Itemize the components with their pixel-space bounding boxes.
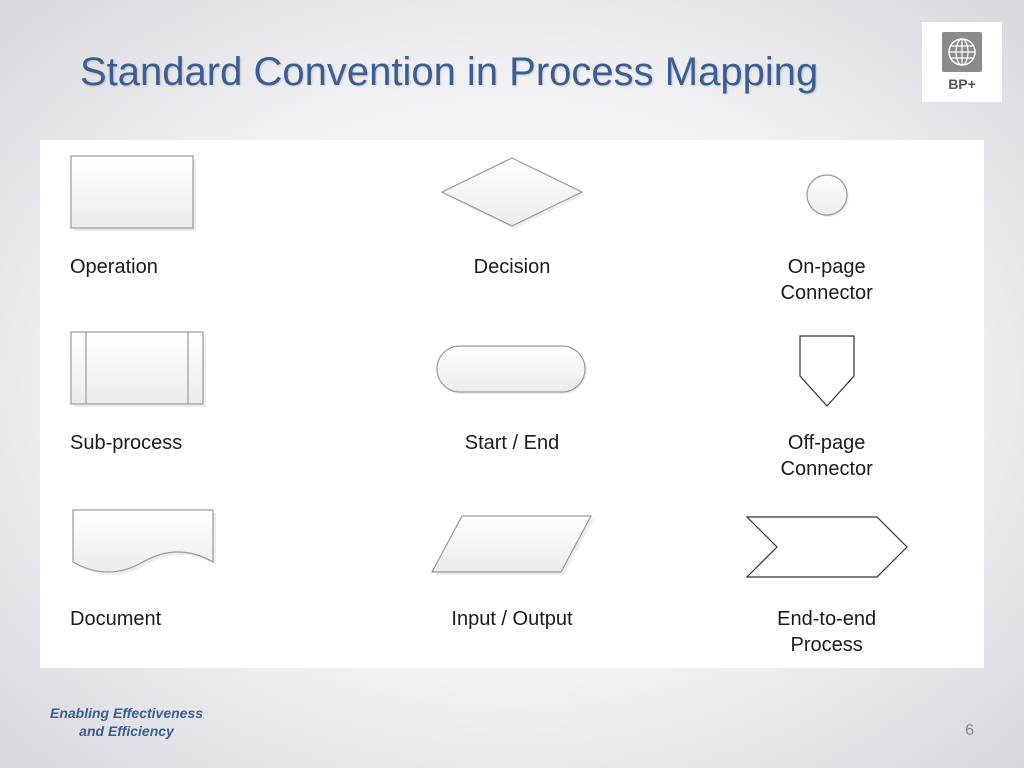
io-shape [427, 502, 597, 592]
shapes-grid: Operation Decision On-pageConnector [40, 140, 984, 668]
page-number: 6 [965, 722, 974, 740]
startend-label: Start / End [465, 430, 560, 456]
tagline: Enabling Effectiveness and Efficiency [50, 704, 203, 740]
offpage-label: Off-pageConnector [781, 430, 873, 482]
content-area: Operation Decision On-pageConnector [40, 140, 984, 668]
offpage-shape [792, 326, 862, 416]
cell-offpage: Off-pageConnector [669, 316, 984, 492]
subprocess-shape [70, 326, 210, 416]
operation-label: Operation [70, 254, 158, 280]
tagline-line1: Enabling Effectiveness [50, 705, 203, 721]
cell-io: Input / Output [355, 492, 670, 668]
onpage-label: On-pageConnector [781, 254, 873, 306]
subprocess-label: Sub-process [70, 430, 182, 456]
endtoend-label: End-to-endProcess [777, 606, 876, 658]
cell-document: Document [40, 492, 355, 668]
onpage-shape [802, 150, 852, 240]
io-label: Input / Output [451, 606, 572, 632]
operation-shape [70, 150, 200, 240]
globe-icon [942, 32, 982, 72]
decision-shape [437, 150, 587, 240]
startend-shape [432, 326, 592, 416]
tagline-line2: and Efficiency [79, 723, 174, 739]
cell-startend: Start / End [355, 316, 670, 492]
cell-onpage: On-pageConnector [669, 140, 984, 316]
logo-box: BP+ [922, 22, 1002, 102]
slide-title: Standard Convention in Process Mapping [80, 50, 818, 95]
cell-subprocess: Sub-process [40, 316, 355, 492]
cell-decision: Decision [355, 140, 670, 316]
document-shape [70, 502, 220, 592]
document-label: Document [70, 606, 161, 632]
cell-endtoend: End-to-endProcess [669, 492, 984, 668]
cell-operation: Operation [40, 140, 355, 316]
logo-text: BP+ [948, 76, 976, 92]
decision-label: Decision [474, 254, 551, 280]
endtoend-shape [742, 502, 912, 592]
